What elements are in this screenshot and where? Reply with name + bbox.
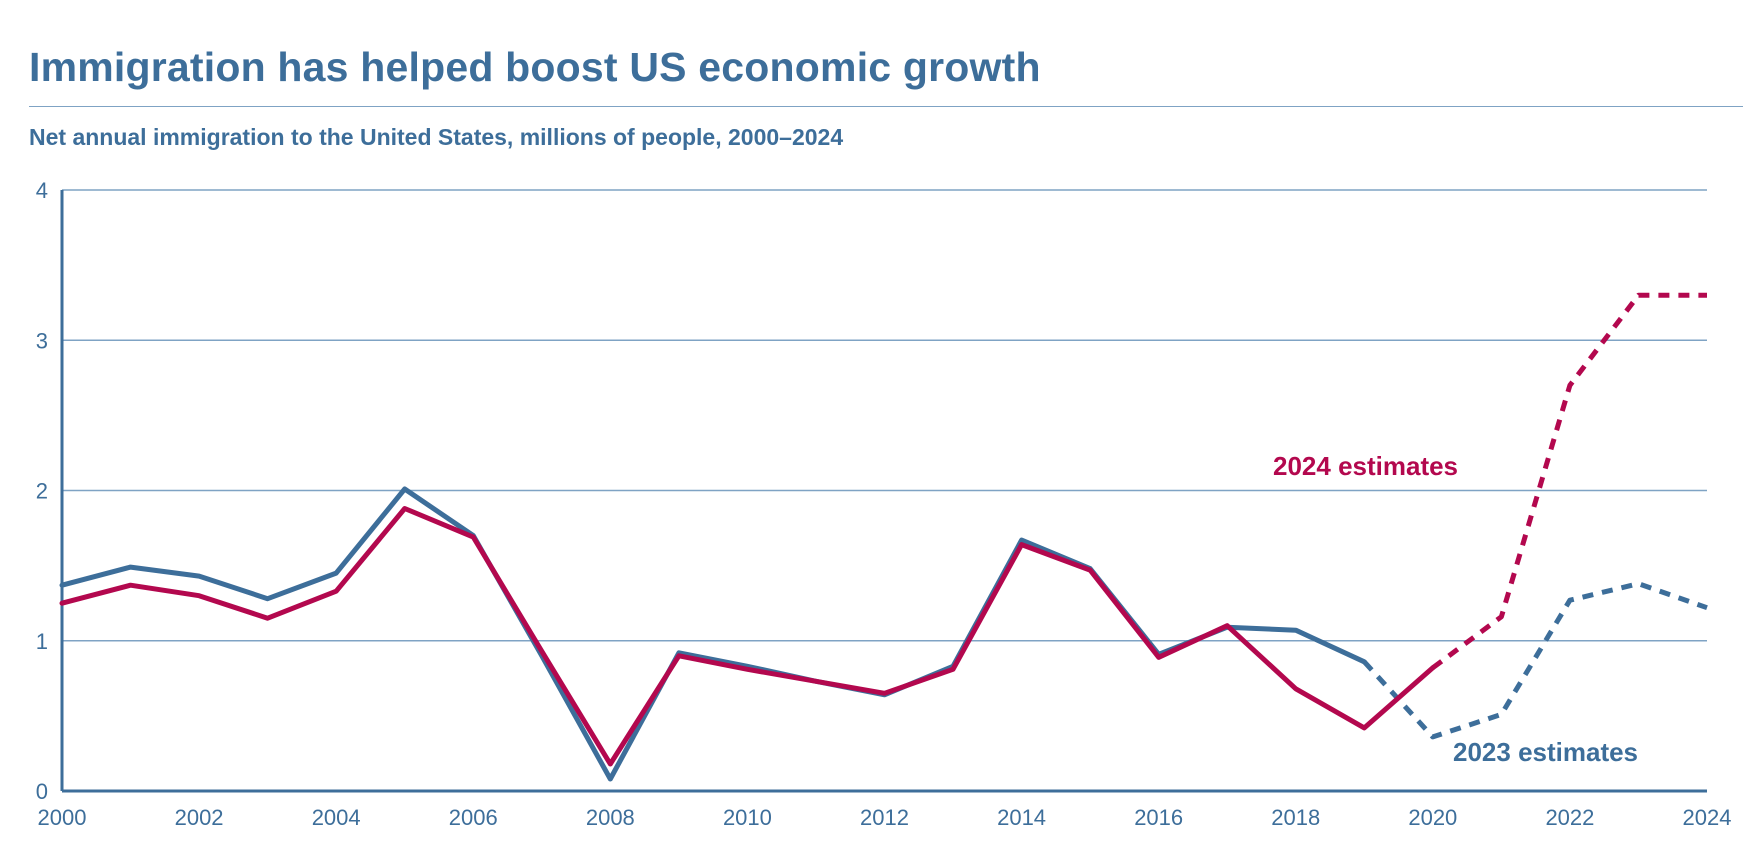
series-2023-solid-line — [59, 486, 1367, 782]
x-tick-label: 2006 — [449, 805, 498, 830]
chart-subtitle: Net annual immigration to the United Sta… — [29, 124, 844, 150]
label-2023-estimates: 2023 estimates — [1453, 737, 1638, 767]
label-2024-estimates: 2024 estimates — [1273, 451, 1458, 481]
x-tick-label: 2022 — [1545, 805, 1594, 830]
x-tick-label: 2002 — [175, 805, 224, 830]
series-2024-solid-line — [59, 506, 1436, 767]
x-tick-label: 2012 — [860, 805, 909, 830]
x-tick-label: 2010 — [723, 805, 772, 830]
y-axis-ticks: 0 1 2 3 4 — [36, 178, 48, 804]
x-tick-label: 2024 — [1683, 805, 1732, 830]
title-divider — [29, 106, 1743, 107]
series-2023-dashed-line — [1362, 581, 1708, 740]
x-tick-label: 2008 — [586, 805, 635, 830]
series-labels: 2024 estimates 2023 estimates — [1273, 451, 1638, 767]
y-tick-label: 3 — [36, 328, 48, 353]
x-tick-label: 2018 — [1271, 805, 1320, 830]
x-tick-label: 2014 — [997, 805, 1046, 830]
series-2024-dashed-line — [1431, 292, 1707, 670]
x-axis-ticks: 2000 2002 2004 2006 2008 2010 2012 2014 2016 2018… — [38, 805, 1732, 830]
y-tick-label: 0 — [36, 779, 48, 804]
gridlines — [62, 189, 1707, 642]
y-tick-label: 1 — [36, 629, 48, 654]
axes — [60, 190, 1707, 793]
x-tick-label: 2020 — [1408, 805, 1457, 830]
x-tick-label: 2016 — [1134, 805, 1183, 830]
x-tick-label: 2000 — [38, 805, 87, 830]
y-tick-label: 4 — [36, 178, 48, 203]
chart-title: Immigration has helped boost US economic… — [29, 44, 1041, 90]
y-tick-label: 2 — [36, 479, 48, 504]
series-lines — [59, 292, 1708, 782]
x-tick-label: 2004 — [312, 805, 361, 830]
